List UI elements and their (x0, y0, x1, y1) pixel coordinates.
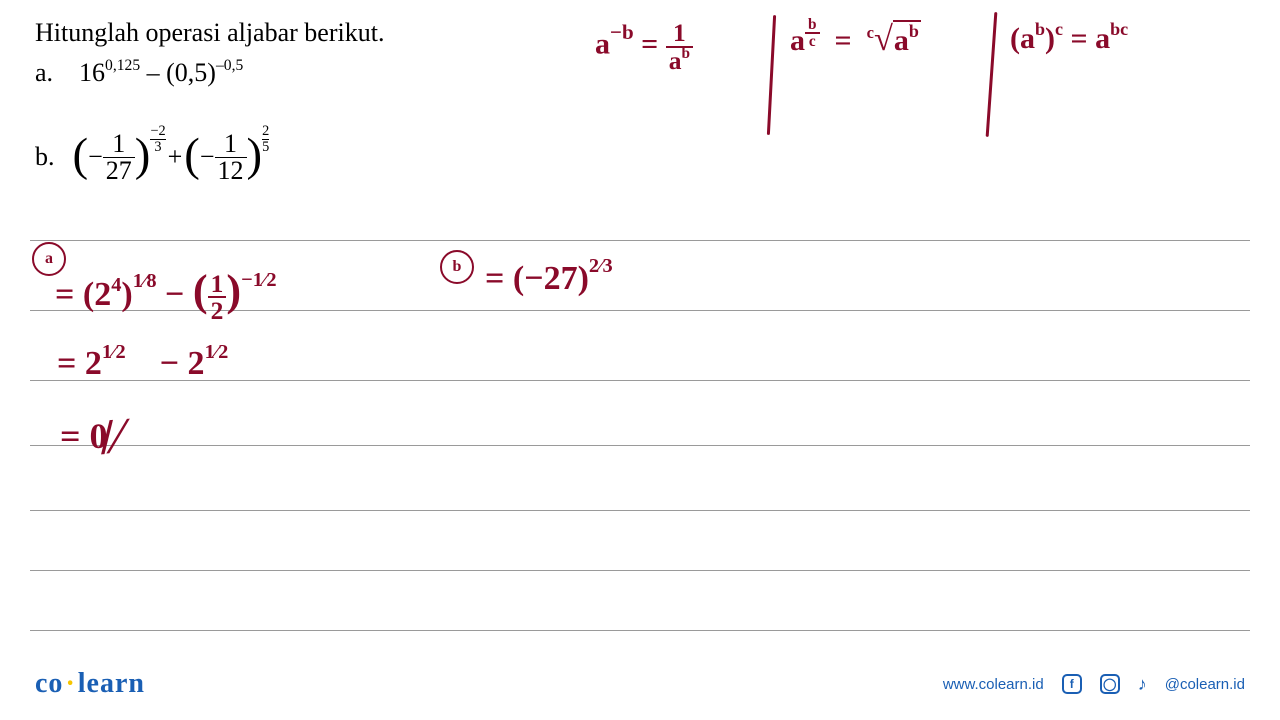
rule-1: a−b = 1 ab (595, 20, 693, 73)
instagram-icon: ◯ (1100, 674, 1120, 694)
footer-url: www.colearn.id (943, 676, 1044, 693)
footer: co·learn www.colearn.id f ◯ ♪ @colearn.i… (35, 668, 1245, 700)
question-a: a. 160,125 – (0,5)–0,5 (35, 58, 243, 88)
rule-3: (ab)c = abc (1010, 22, 1128, 56)
close-paren: ) (247, 128, 263, 182)
rule-line (30, 570, 1250, 571)
work-a-line3: = 0 /⁄ (60, 415, 108, 457)
facebook-icon: f (1062, 674, 1082, 694)
expr-a-base: 16 (79, 58, 105, 87)
label-a: a. (35, 58, 53, 87)
expr-a-exp2: –0,5 (216, 57, 243, 74)
label-circled-b: b (440, 250, 474, 284)
rule-2: abc = c√ab (790, 20, 921, 62)
work-a-line2: = 21⁄2 − 21⁄2 (57, 345, 228, 383)
expr-a-exp1: 0,125 (105, 57, 140, 74)
frac-1-27: 1 27 (103, 131, 135, 184)
tiktok-icon: ♪ (1138, 674, 1147, 695)
open-paren: ( (73, 128, 89, 182)
brand-logo: co·learn (35, 668, 145, 700)
open-paren: ( (184, 128, 200, 182)
work-b-line1: = (−27)2⁄3 (485, 260, 613, 298)
expr-a-mid: – (0,5) (140, 58, 216, 87)
footer-right: www.colearn.id f ◯ ♪ @colearn.id (943, 674, 1245, 695)
divider-1 (767, 15, 776, 135)
question-title: Hitunglah operasi aljabar berikut. (35, 18, 384, 48)
work-a-line1: = (24)1⁄8 − (12)−1⁄2 (55, 265, 277, 324)
footer-handle: @colearn.id (1165, 676, 1245, 693)
divider-2 (986, 12, 998, 137)
exp-2-5: 2 5 (262, 124, 269, 154)
rule-line (30, 445, 1250, 446)
label-b: b. (35, 142, 55, 172)
rule-line (30, 240, 1250, 241)
finish-mark: /⁄ (98, 406, 125, 466)
rule-line (30, 510, 1250, 511)
close-paren: ) (135, 128, 151, 182)
question-b: b. ( − 1 27 ) −2 3 + ( − 1 12 ) 2 5 (35, 130, 269, 184)
exp-neg-2-3: −2 3 (150, 124, 165, 154)
rule-line (30, 630, 1250, 631)
frac-1-12: 1 12 (215, 131, 247, 184)
logo-dot-icon: · (63, 668, 77, 699)
